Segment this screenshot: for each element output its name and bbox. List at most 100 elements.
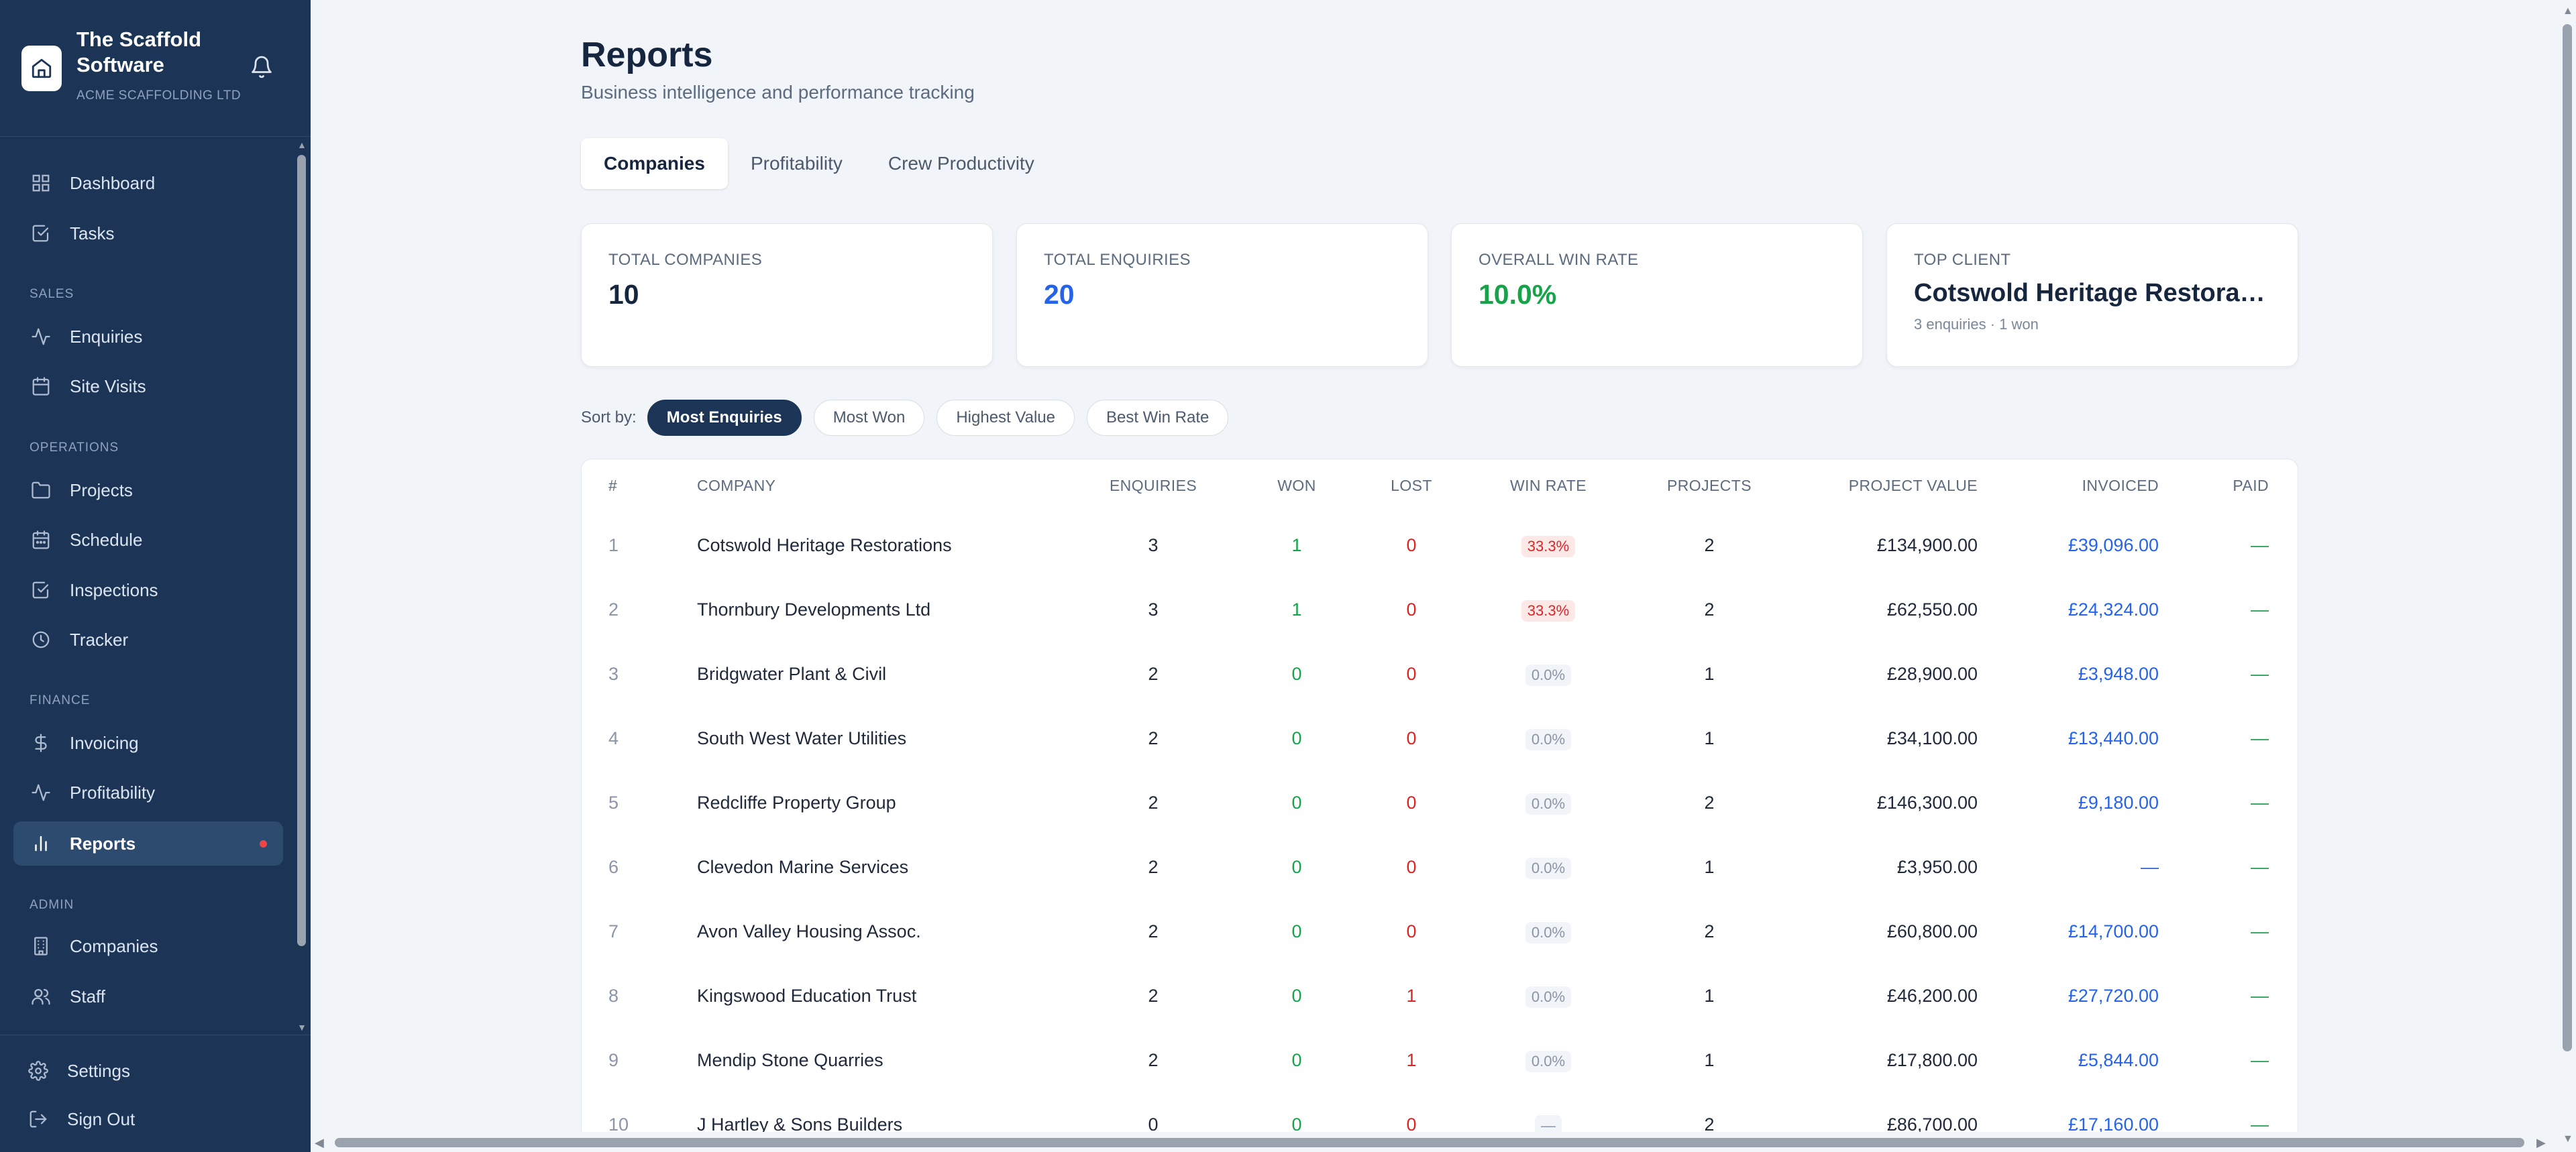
table-row[interactable]: 9 Mendip Stone Quarries 2 0 1 0.0% 1 £17,800.00…	[582, 1028, 2298, 1092]
table-row[interactable]: 2 Thornbury Developments Ltd 3 1 0 33.3% 2 £62,…	[582, 577, 2298, 642]
cell-company[interactable]: Avon Valley Housing Assoc.	[697, 921, 921, 941]
cell-company[interactable]: Kingswood Education Trust	[697, 986, 917, 1006]
table-row[interactable]: 7 Avon Valley Housing Assoc. 2 0 0 0.0% 2 £60,8…	[582, 899, 2298, 964]
tab-profitability[interactable]: Profitability	[750, 153, 843, 174]
scroll-right-icon[interactable]: ▶	[2536, 1136, 2546, 1149]
table-row[interactable]: 6 Clevedon Marine Services 2 0 0 0.0% 1 £3,950.…	[582, 835, 2298, 899]
cell-lost: 1	[1406, 1050, 1417, 1070]
table-row[interactable]: 4 South West Water Utilities 2 0 0 0.0% 1 £34,1…	[582, 706, 2298, 770]
cell-company[interactable]: Cotswold Heritage Restorations	[697, 535, 952, 555]
table-row[interactable]: 8 Kingswood Education Trust 2 0 1 0.0% 1 £46,20…	[582, 964, 2298, 1028]
stat-value: 20	[1044, 279, 1075, 310]
cell-lost: 0	[1406, 921, 1417, 941]
column-header-project-value: PROJECT VALUE	[1848, 477, 1978, 494]
sidebar-item-dashboard[interactable]: Dashboard	[13, 161, 283, 205]
sidebar-item-profitability[interactable]: Profitability	[13, 770, 283, 815]
cell-company[interactable]: South West Water Utilities	[697, 728, 907, 748]
cell-projects: 1	[1704, 857, 1715, 877]
page-vertical-scrollbar[interactable]: ▲ ▼	[2557, 0, 2576, 1152]
users-icon	[30, 985, 52, 1008]
cell-invoiced: £13,440.00	[2068, 728, 2159, 748]
cell-invoiced: £39,096.00	[2068, 535, 2159, 555]
cell-paid: —	[2251, 599, 2269, 620]
cell-projects: 2	[1704, 793, 1715, 813]
cell-won: 0	[1291, 1050, 1302, 1070]
activity-icon	[30, 781, 52, 804]
sidebar-item-tracker[interactable]: Tracker	[13, 618, 283, 662]
scroll-up-icon[interactable]: ▲	[297, 139, 307, 150]
sidebar-item-projects[interactable]: Projects	[13, 468, 283, 512]
cell-win-rate: 0.0%	[1525, 706, 1572, 770]
dollar-icon	[30, 732, 52, 754]
cell-win-rate: 0.0%	[1525, 899, 1572, 964]
cell-company[interactable]: Redcliffe Property Group	[697, 793, 896, 813]
scroll-up-icon[interactable]: ▲	[2563, 5, 2573, 17]
sidebar-item-staff[interactable]: Staff	[13, 974, 283, 1019]
cell-win-rate: 0.0%	[1525, 770, 1572, 835]
cell-company[interactable]: Mendip Stone Quarries	[697, 1050, 883, 1070]
sidebar-item-sign-out[interactable]: Sign Out	[11, 1097, 280, 1141]
sidebar-scroll-thumb[interactable]	[297, 155, 306, 946]
cell-won: 0	[1291, 728, 1302, 748]
cell-enquiries: 2	[1148, 664, 1159, 684]
cell-lost: 0	[1406, 728, 1417, 748]
sort-most-enquiries[interactable]: Most Enquiries	[647, 400, 802, 436]
sidebar-item-companies[interactable]: Companies	[13, 924, 283, 968]
cell-projects: 1	[1704, 728, 1715, 748]
tab-companies[interactable]: Companies	[581, 138, 728, 189]
scroll-down-icon[interactable]: ▼	[2563, 1133, 2573, 1145]
sidebar-item-label: Projects	[70, 479, 133, 500]
cell-invoiced: £5,844.00	[2078, 1050, 2159, 1070]
sidebar-item-label: Staff	[70, 986, 106, 1006]
sidebar-item-invoicing[interactable]: Invoicing	[13, 721, 283, 765]
column-header-rank: #	[608, 477, 618, 494]
table-row[interactable]: 10 J Hartley & Sons Builders 0 0 0 — 2 £86,700.…	[582, 1092, 2298, 1135]
cell-company[interactable]: Thornbury Developments Ltd	[697, 599, 931, 620]
bell-icon[interactable]	[247, 52, 276, 82]
column-header-paid: PAID	[2233, 477, 2269, 494]
cell-enquiries: 2	[1148, 986, 1159, 1006]
sidebar-item-site-visits[interactable]: Site Visits	[13, 364, 283, 408]
sort-most-won[interactable]: Most Won	[813, 400, 925, 436]
cell-rank: 5	[608, 793, 619, 813]
cell-invoiced: £17,160.00	[2068, 1114, 2159, 1135]
building-icon	[30, 935, 52, 958]
cell-company[interactable]: Bridgwater Plant & Civil	[697, 664, 887, 684]
sidebar-item-settings[interactable]: Settings	[11, 1049, 280, 1093]
page-hscroll-thumb[interactable]	[335, 1138, 2524, 1147]
cell-invoiced: £27,720.00	[2068, 986, 2159, 1006]
nav-section-finance: FINANCE	[30, 693, 91, 707]
cell-paid: —	[2251, 793, 2269, 813]
sidebar-scrollbar[interactable]: ▲ ▼	[295, 137, 309, 1035]
sidebar-item-tasks[interactable]: Tasks	[13, 211, 283, 255]
scroll-left-icon[interactable]: ◀	[315, 1136, 324, 1149]
table-row[interactable]: 1 Cotswold Heritage Restorations 3 1 0 33.3% 2…	[582, 513, 2298, 577]
sidebar-item-inspections[interactable]: Inspections	[13, 568, 283, 612]
table-row[interactable]: 5 Redcliffe Property Group 2 0 0 0.0% 2 £146,30…	[582, 770, 2298, 835]
sidebar-item-label: Tracker	[70, 629, 129, 650]
cell-won: 1	[1291, 599, 1302, 620]
sidebar-item-label: Invoicing	[70, 732, 139, 753]
cell-paid: —	[2251, 857, 2269, 877]
sidebar-item-reports[interactable]: Reports	[13, 821, 283, 866]
tab-crew-productivity[interactable]: Crew Productivity	[888, 153, 1034, 174]
sidebar-item-label: Site Visits	[70, 376, 146, 396]
page-scroll-thumb[interactable]	[2563, 24, 2572, 1051]
sidebar-item-schedule[interactable]: Schedule	[13, 518, 283, 562]
cell-invoiced: £3,948.00	[2078, 664, 2159, 684]
sidebar-item-enquiries[interactable]: Enquiries	[13, 314, 283, 359]
cell-company[interactable]: J Hartley & Sons Builders	[697, 1114, 903, 1135]
cell-company[interactable]: Clevedon Marine Services	[697, 857, 909, 877]
page-horizontal-scrollbar[interactable]: ◀ ▶	[311, 1132, 2557, 1152]
home-logo-icon[interactable]	[21, 46, 62, 91]
cell-invoiced: £14,700.00	[2068, 921, 2159, 941]
sort-best-win-rate[interactable]: Best Win Rate	[1086, 400, 1229, 436]
sort-highest-value[interactable]: Highest Value	[936, 400, 1075, 436]
brand-company: ACME SCAFFOLDING LTD	[76, 89, 241, 103]
page-title: Reports	[581, 36, 713, 74]
log-out-icon	[27, 1108, 50, 1131]
cell-projects: 2	[1704, 535, 1715, 555]
cell-paid: —	[2251, 728, 2269, 748]
scroll-down-icon[interactable]: ▼	[297, 1022, 307, 1033]
table-row[interactable]: 3 Bridgwater Plant & Civil 2 0 0 0.0% 1 £28,900…	[582, 642, 2298, 706]
